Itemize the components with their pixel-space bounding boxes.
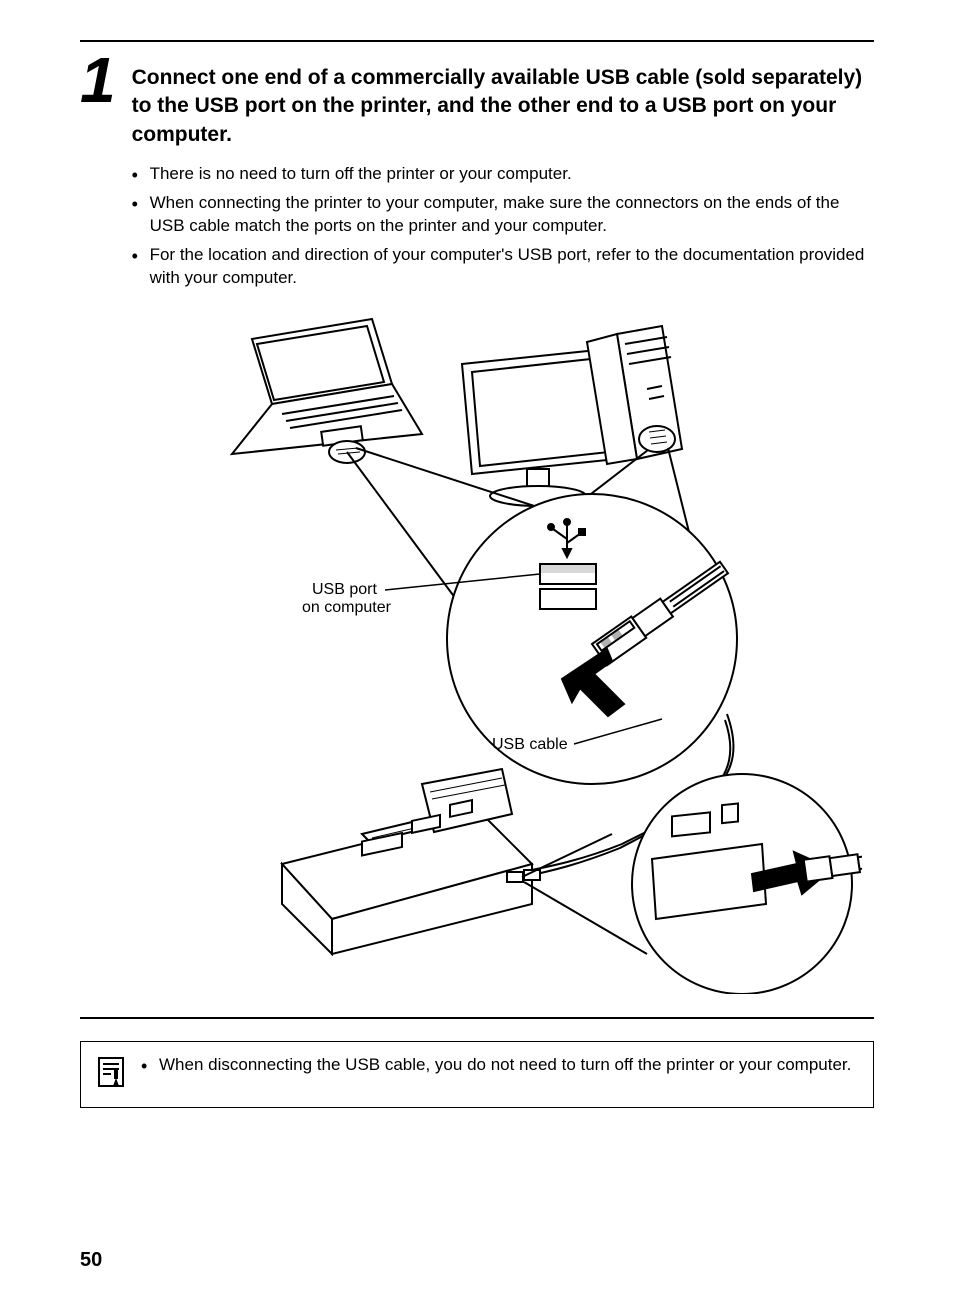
leader-line: [524, 882, 647, 954]
note-text: When disconnecting the USB cable, you do…: [141, 1054, 851, 1077]
label-usb-cable: USB cable: [492, 736, 568, 753]
step-number: 1: [80, 52, 114, 110]
detail-circle-computer: [447, 494, 737, 784]
connection-diagram: USB port on computer USB cable: [162, 304, 874, 999]
step-bullets: There is no need to turn off the printer…: [132, 163, 874, 290]
step-block: 1 Connect one end of a commercially avai…: [80, 56, 874, 999]
diagram-svg: USB port on computer USB cable: [162, 304, 862, 994]
note-box: When disconnecting the USB cable, you do…: [80, 1041, 874, 1108]
printer-icon: [282, 769, 540, 954]
label-usb-port-line2: on computer: [302, 599, 392, 616]
bullet-item: For the location and direction of your c…: [132, 244, 874, 290]
step-body: Connect one end of a commercially availa…: [132, 56, 874, 999]
laptop-icon: [232, 319, 422, 463]
page-number: 50: [80, 1249, 102, 1272]
note-bullet: When disconnecting the USB cable, you do…: [141, 1054, 851, 1077]
step-heading: Connect one end of a commercially availa…: [132, 64, 874, 149]
note-icon: [97, 1056, 125, 1093]
manual-page: 1 Connect one end of a commercially avai…: [0, 0, 954, 1302]
top-divider: [80, 40, 874, 42]
bullet-item: There is no need to turn off the printer…: [132, 163, 874, 186]
bottom-divider: [80, 1017, 874, 1019]
bullet-item: When connecting the printer to your comp…: [132, 192, 874, 238]
label-usb-port-line1: USB port: [312, 581, 377, 598]
